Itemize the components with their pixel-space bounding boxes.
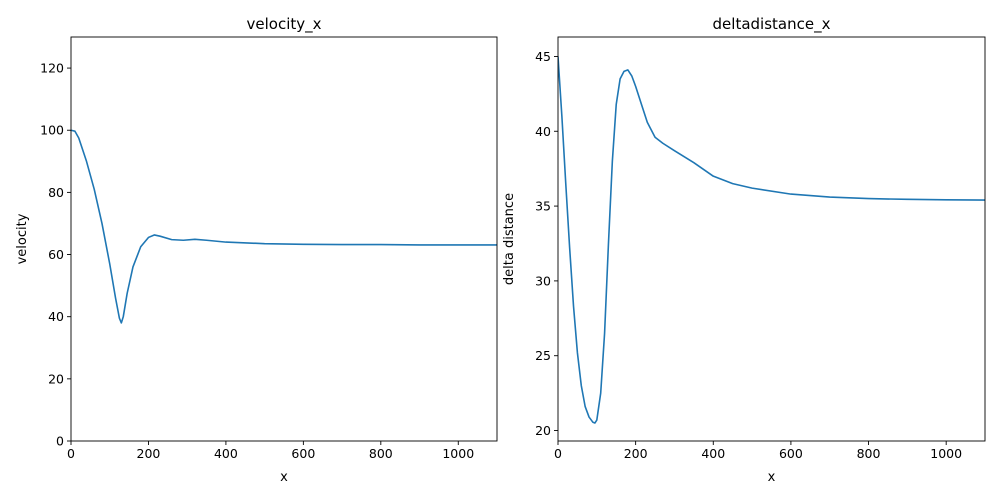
velocity-x-tick-label: 200: [137, 446, 161, 461]
velocity-y-tick-label: 40: [48, 309, 64, 324]
velocity-axes-frame: [70, 36, 498, 442]
velocity-x-tick-label: 600: [291, 446, 315, 461]
velocity-chart-title: velocity_x: [247, 15, 322, 34]
deltadistance-x-tick-label: 400: [701, 446, 725, 461]
deltadistance-chart-title: deltadistance_x: [713, 15, 831, 34]
deltadistance-y-tick-label: 25: [535, 348, 551, 363]
velocity-x-tick-label: 400: [214, 446, 238, 461]
deltadistance-y-tick-label: 35: [535, 199, 551, 214]
velocity-y-tick-label: 20: [48, 371, 64, 386]
deltadistance-series-line: [558, 56, 985, 424]
velocity-plot-area: [71, 37, 497, 441]
deltadistance-chart: 0 200 400 600 800 1000 20 25 30 35 40 45 deltadistan…: [502, 15, 986, 485]
deltadistance-x-tick-label: 1000: [930, 446, 962, 461]
deltadistance-x-tick-label: 600: [779, 446, 803, 461]
velocity-y-axis-label: velocity: [15, 213, 30, 264]
velocity-y-tick-label: 100: [40, 123, 64, 138]
velocity-chart: 0 200 400 600 800 1000 0 20 40 60 80 100 120 velocity…: [15, 15, 498, 485]
deltadistance-y-tick-label: 20: [535, 423, 551, 438]
deltadistance-x-axis-label: x: [768, 470, 776, 485]
velocity-x-tick-label: 800: [369, 446, 393, 461]
deltadistance-x-tick-label: 200: [624, 446, 648, 461]
velocity-y-tick-label: 0: [56, 434, 64, 449]
deltadistance-x-tick-label: 0: [554, 446, 562, 461]
deltadistance-axes-frame: [557, 36, 986, 442]
deltadistance-plot-area: [558, 37, 985, 441]
deltadistance-y-tick-label: 30: [535, 273, 551, 288]
deltadistance-y-tick-label: 40: [535, 124, 551, 139]
deltadistance-y-axis-label: delta distance: [502, 193, 517, 285]
deltadistance-y-tick-label: 45: [535, 49, 551, 64]
velocity-x-tick-label: 1000: [442, 446, 474, 461]
velocity-y-tick-label: 60: [48, 247, 64, 262]
velocity-x-axis-label: x: [280, 470, 288, 485]
velocity-series-line: [71, 129, 497, 324]
velocity-x-tick-label: 0: [67, 446, 75, 461]
deltadistance-x-tick-label: 800: [857, 446, 881, 461]
velocity-y-tick-label: 80: [48, 185, 64, 200]
velocity-y-tick-label: 120: [40, 61, 64, 76]
